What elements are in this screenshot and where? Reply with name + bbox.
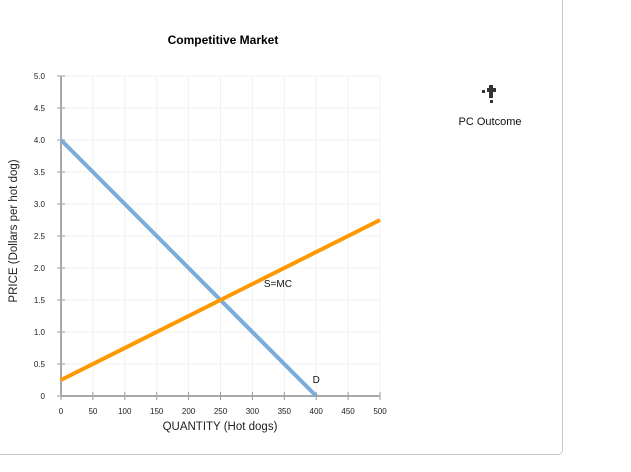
x-axis-label: QUANTITY (Hot dogs) <box>162 421 278 433</box>
series-d <box>59 138 318 398</box>
x-tick-label: 100 <box>118 407 132 416</box>
y-tick-label: 4.0 <box>34 136 46 145</box>
series-lines[interactable] <box>59 138 381 398</box>
x-tick-label: 350 <box>278 407 292 416</box>
x-tick-label: 450 <box>341 407 355 416</box>
x-tick-label: 300 <box>246 407 260 416</box>
annotations: S=MC D <box>264 279 320 386</box>
y-tick-label: 3.0 <box>34 200 46 209</box>
chart-title: Competitive Market <box>167 33 279 47</box>
y-tick-label: 0.5 <box>34 360 46 369</box>
x-tick-label: 200 <box>182 407 196 416</box>
annotation-label: D <box>313 375 320 386</box>
x-tick-label: 50 <box>88 407 97 416</box>
y-tick-label: 2.5 <box>34 232 46 241</box>
legend-label-pc-outcome: PC Outcome <box>458 116 522 128</box>
y-tick-label: 4.5 <box>34 104 46 113</box>
plus-marker-icon[interactable] <box>478 84 502 104</box>
y-tick-label: 1.0 <box>34 328 46 337</box>
grid-lines <box>61 75 381 396</box>
tick-labels: 0 50 100 150 200 250 300 350 400 450 500 0 0.5 1.0 1.5… <box>34 72 387 416</box>
annotation-label: S=MC <box>264 279 292 290</box>
y-tick-label: 5.0 <box>34 72 46 81</box>
x-tick-label: 0 <box>59 407 64 416</box>
y-tick-label: 1.5 <box>34 296 46 305</box>
y-tick-label: 2.0 <box>34 264 46 273</box>
y-tick-label: 3.5 <box>34 168 46 177</box>
legend[interactable]: PC Outcome <box>440 84 540 128</box>
x-tick-label: 150 <box>150 407 164 416</box>
x-tick-label: 500 <box>373 407 387 416</box>
axes <box>57 75 381 400</box>
x-tick-label: 250 <box>214 407 228 416</box>
x-tick-label: 400 <box>310 407 324 416</box>
y-tick-label: 0 <box>41 392 46 401</box>
series-s-mc <box>60 218 381 382</box>
